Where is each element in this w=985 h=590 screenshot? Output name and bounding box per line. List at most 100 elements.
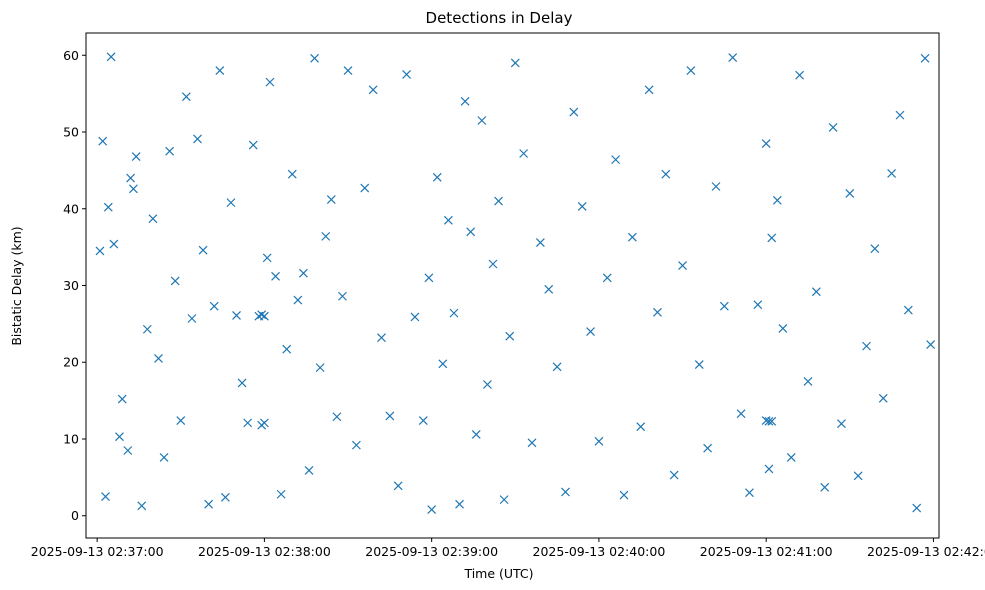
x-tick-label: 2025-09-13 02:40:00 [533,544,666,559]
data-point [862,341,871,351]
data-point [103,202,113,212]
data-point [761,139,771,148]
data-point [653,307,662,317]
data-point [209,301,219,311]
data-point [424,273,434,283]
data-point [142,324,152,334]
data-point [466,227,476,237]
data-point [602,273,612,283]
y-axis: 0 10 20 30 40 50 60 [63,48,86,523]
plot-frame [85,32,940,539]
data-point [786,452,796,462]
data-point [903,305,913,315]
plot-points [95,52,936,515]
data-point [764,464,774,474]
data-point [586,327,595,336]
data-point [764,416,774,426]
data-point [282,344,292,354]
x-tick-label: 2025-09-13 02:38:00 [198,544,331,559]
data-point [577,202,587,211]
data-point [215,66,225,76]
data-point [535,238,545,247]
data-point [510,58,520,68]
data-point [351,440,361,450]
data-point [95,246,105,256]
data-point [920,53,930,63]
data-point [321,231,331,241]
data-point [338,291,347,301]
data-point [432,172,442,182]
data-point [276,489,286,499]
chart-title: Detections in Delay [426,9,573,27]
x-tick-label: 2025-09-13 02:37:00 [31,544,164,559]
y-tick-label: 30 [63,278,79,293]
data-point [220,492,230,502]
data-point [287,169,297,179]
data-point [128,184,138,194]
x-tick-label: 2025-09-13 02:42:00 [867,544,985,559]
data-point [811,287,821,297]
data-point [198,245,208,255]
data-point [477,116,487,125]
data-point [115,432,124,442]
y-tick-label: 40 [63,201,79,216]
x-tick-label: 2025-09-13 02:41:00 [700,544,833,559]
data-point [627,232,637,242]
data-point [315,363,325,373]
data-point [123,446,133,455]
data-point [154,353,163,363]
y-tick-label: 50 [63,125,79,140]
data-point [293,295,303,305]
data-point [544,284,554,294]
data-point [837,419,846,429]
data-point [131,152,141,161]
data-point [686,66,696,76]
data-point [719,301,729,311]
data-point [106,52,116,62]
data-point [455,499,464,509]
data-point [678,261,687,270]
data-point [460,96,470,106]
data-point [98,136,108,146]
data-point [449,308,459,318]
data-point [912,503,922,513]
data-point [304,466,314,475]
data-point [326,195,336,204]
data-point [895,110,905,120]
data-point [619,490,629,500]
data-point [845,188,855,198]
data-point [262,253,272,263]
data-point [332,412,342,422]
data-point [728,53,738,62]
y-tick-label: 10 [63,431,79,446]
data-point [343,66,353,76]
data-point [438,359,448,369]
data-point [561,487,570,497]
data-point [176,416,186,426]
data-point [803,377,813,386]
data-point [237,378,247,388]
data-point [767,233,777,243]
data-point [505,331,515,341]
data-point [703,443,713,453]
data-point [778,324,788,333]
data-point [148,214,158,224]
data-point [402,70,411,79]
data-point [165,146,175,156]
x-axis: 2025-09-13 02:37:00 2025-09-13 02:38:00 20… [31,538,985,559]
data-point [360,183,370,193]
data-point [159,452,169,462]
y-axis-label: Bistatic Delay (km) [9,226,24,345]
data-point [661,169,671,179]
data-point [694,360,704,369]
data-point [669,470,679,480]
data-point [259,418,269,428]
data-point [226,198,236,208]
data-point [101,492,110,501]
data-point [427,505,437,515]
data-point [310,53,320,63]
data-point [820,482,830,492]
data-point [767,416,777,426]
data-point [878,393,888,403]
